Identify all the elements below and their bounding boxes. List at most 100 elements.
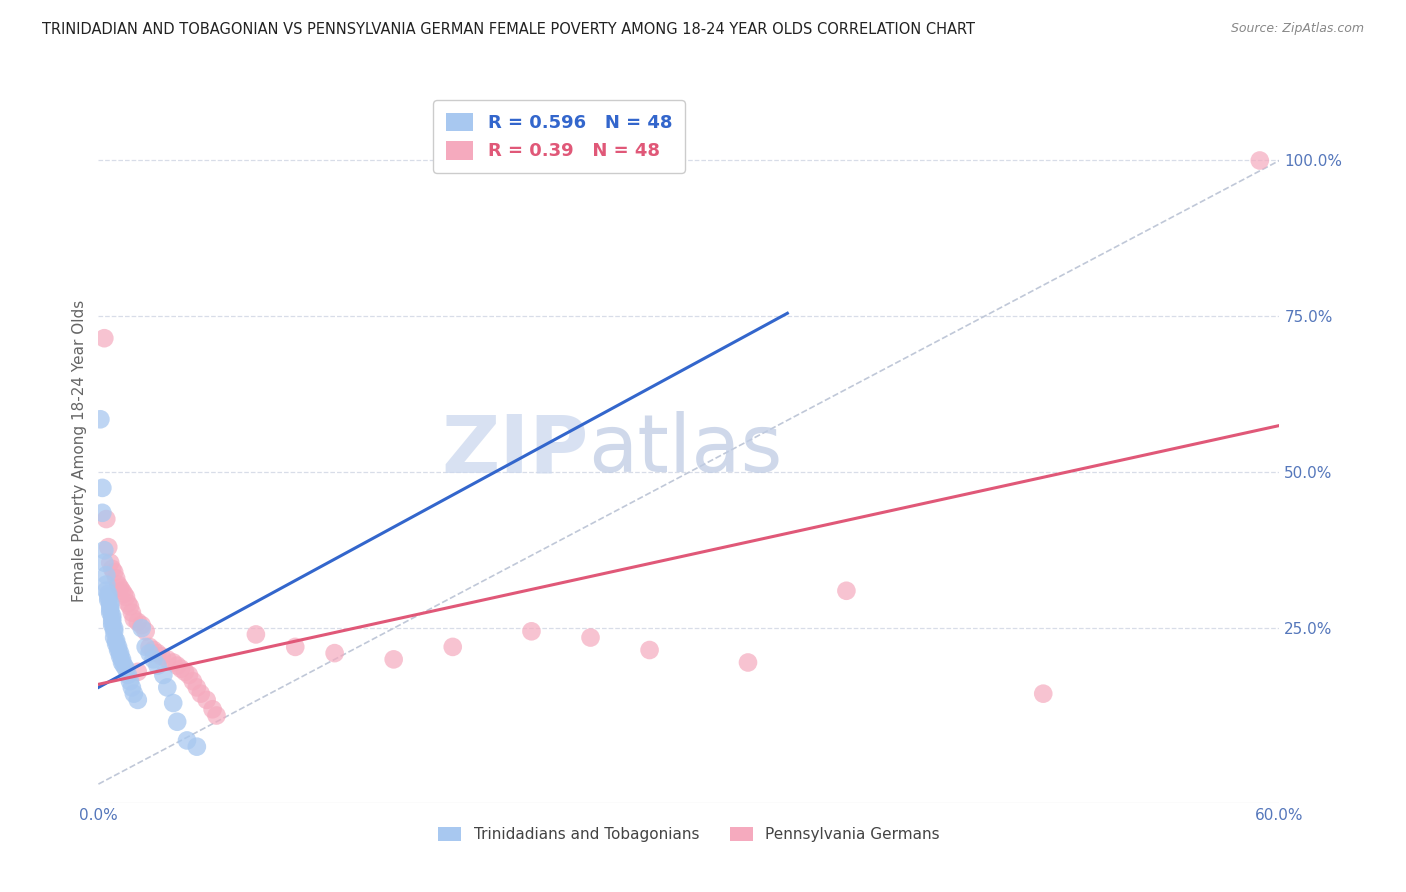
Point [115,590,138,604]
Point [108,581,131,595]
Point [91,481,114,495]
Point [131,618,153,632]
Point [245,627,267,641]
Point [284,640,307,654]
Point [91,506,114,520]
Point [127,615,149,629]
Point [97,593,120,607]
Point [138,646,160,660]
Point [118,674,141,689]
Point [195,693,218,707]
Point [111,656,134,670]
Text: ZIP: ZIP [441,411,589,490]
Point [96,577,118,591]
Point [96,568,118,582]
Point [138,640,160,654]
Point [150,649,173,664]
Point [737,656,759,670]
Point [121,606,143,620]
Point [174,665,197,679]
Point [176,733,198,747]
Point [97,587,120,601]
Point [105,637,128,651]
Point [111,583,134,598]
Point [115,662,138,676]
Point [105,633,128,648]
Point [152,668,174,682]
Point [835,583,858,598]
Point [97,540,120,554]
Point [170,662,193,676]
Point [166,714,188,729]
Point [142,643,165,657]
Text: Source: ZipAtlas.com: Source: ZipAtlas.com [1230,22,1364,36]
Point [166,658,188,673]
Point [638,643,661,657]
Point [177,668,200,682]
Point [117,596,139,610]
Point [107,640,129,654]
Point [323,646,346,660]
Point [101,612,124,626]
Point [98,556,121,570]
Legend: Trinidadians and Tobagonians, Pennsylvania Germans: Trinidadians and Tobagonians, Pennsylvan… [433,821,945,848]
Point [122,612,145,626]
Point [98,602,121,616]
Point [135,624,157,639]
Point [108,646,131,660]
Point [93,543,115,558]
Point [382,652,405,666]
Point [156,681,179,695]
Point [96,583,118,598]
Point [107,643,129,657]
Point [103,621,125,635]
Point [520,624,543,639]
Point [131,621,153,635]
Point [201,702,224,716]
Point [127,665,149,679]
Point [162,696,184,710]
Point [98,596,121,610]
Point [112,658,135,673]
Point [1032,687,1054,701]
Point [122,687,145,701]
Point [579,631,602,645]
Point [107,577,129,591]
Point [93,331,115,345]
Point [162,656,184,670]
Point [98,606,121,620]
Point [441,640,464,654]
Point [105,571,128,585]
Point [142,652,165,666]
Point [97,590,120,604]
Point [205,708,228,723]
Point [112,587,135,601]
Point [93,556,115,570]
Point [103,624,125,639]
Point [101,562,124,576]
Point [186,681,208,695]
Point [101,608,124,623]
Point [127,693,149,707]
Point [121,681,143,695]
Point [186,739,208,754]
Point [89,412,111,426]
Point [103,565,125,579]
Point [108,649,131,664]
Point [101,615,124,629]
Point [117,668,139,682]
Point [101,618,124,632]
Text: atlas: atlas [589,411,783,490]
Point [118,599,141,614]
Point [146,646,169,660]
Y-axis label: Female Poverty Among 18-24 Year Olds: Female Poverty Among 18-24 Year Olds [72,300,87,601]
Point [111,652,134,666]
Point [1249,153,1271,168]
Point [135,640,157,654]
Point [156,652,179,666]
Point [146,658,169,673]
Text: TRINIDADIAN AND TOBAGONIAN VS PENNSYLVANIA GERMAN FEMALE POVERTY AMONG 18-24 YEA: TRINIDADIAN AND TOBAGONIAN VS PENNSYLVAN… [42,22,976,37]
Point [98,599,121,614]
Point [96,512,118,526]
Point [181,674,204,689]
